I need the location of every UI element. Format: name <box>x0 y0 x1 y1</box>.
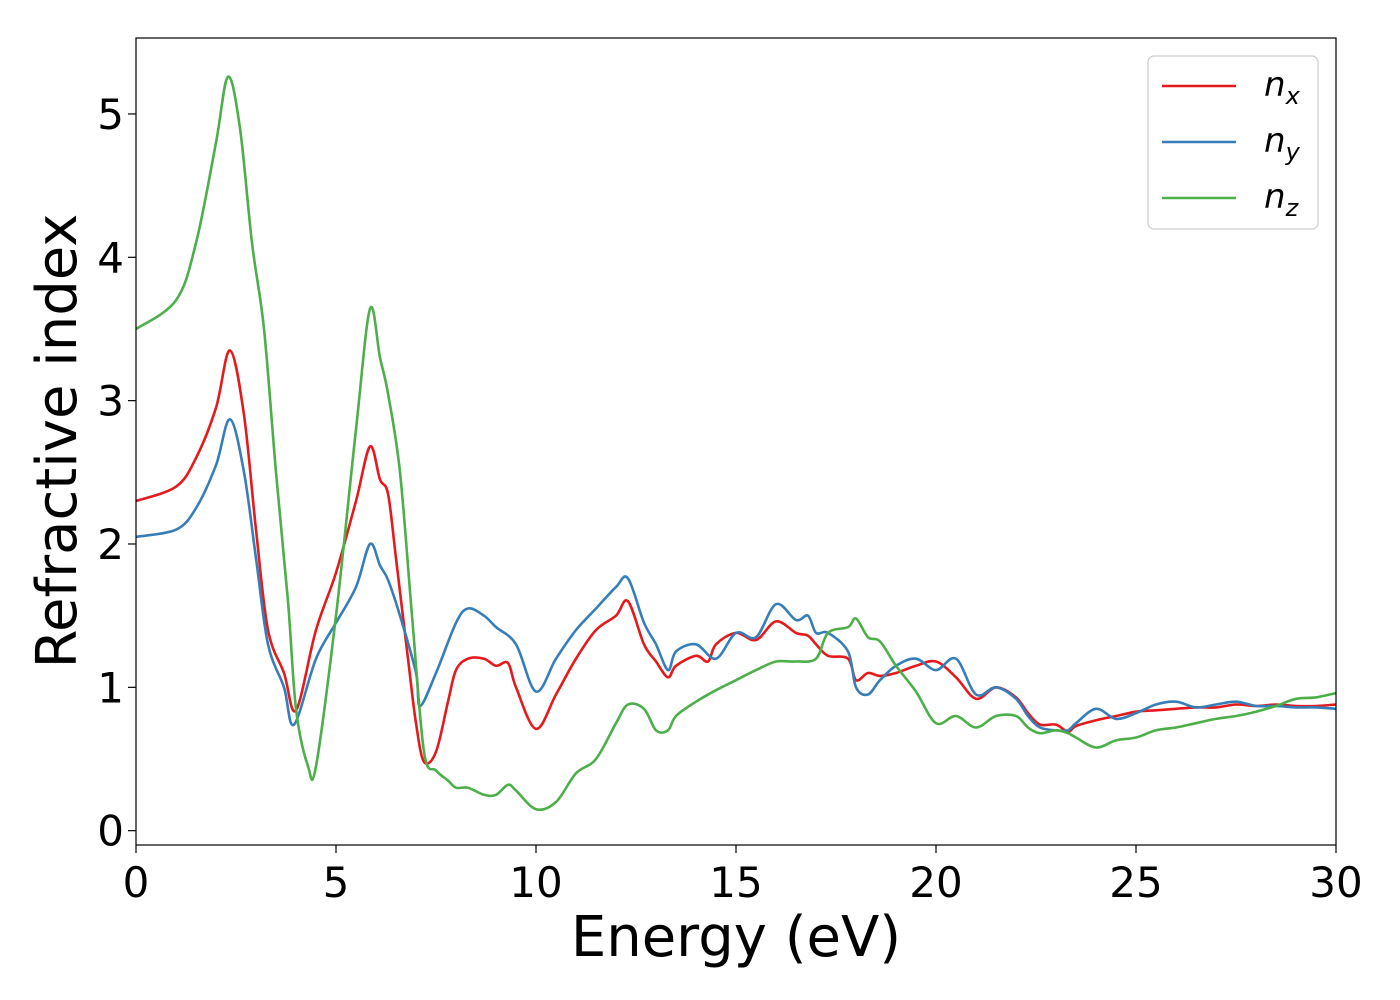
series-line-x <box>135 349 1337 766</box>
y-tick-label: 5 <box>97 90 124 139</box>
y-axis-ticks: 0 1 2 3 4 5 <box>97 90 136 856</box>
series-line-z <box>135 75 1337 812</box>
x-tick-label: 10 <box>509 858 562 907</box>
y-tick-label: 1 <box>97 663 124 712</box>
y-axis-title: Refractive index <box>25 214 90 669</box>
x-tick-label: 25 <box>1109 858 1162 907</box>
x-tick-label: 30 <box>1309 858 1362 907</box>
y-tick-label: 0 <box>97 807 124 856</box>
x-axis-title: Energy (eV) <box>571 905 901 970</box>
series-line-y <box>135 417 1337 733</box>
x-tick-label: 5 <box>323 858 350 907</box>
series-layer <box>135 75 1337 812</box>
y-tick-label: 3 <box>97 377 124 426</box>
x-tick-label: 20 <box>909 858 962 907</box>
x-tick-label: 15 <box>709 858 762 907</box>
x-tick-label: 0 <box>123 858 150 907</box>
y-tick-label: 2 <box>97 520 124 569</box>
y-tick-label: 4 <box>97 233 124 282</box>
x-axis-ticks: 0 5 10 15 20 25 30 <box>123 845 1363 907</box>
